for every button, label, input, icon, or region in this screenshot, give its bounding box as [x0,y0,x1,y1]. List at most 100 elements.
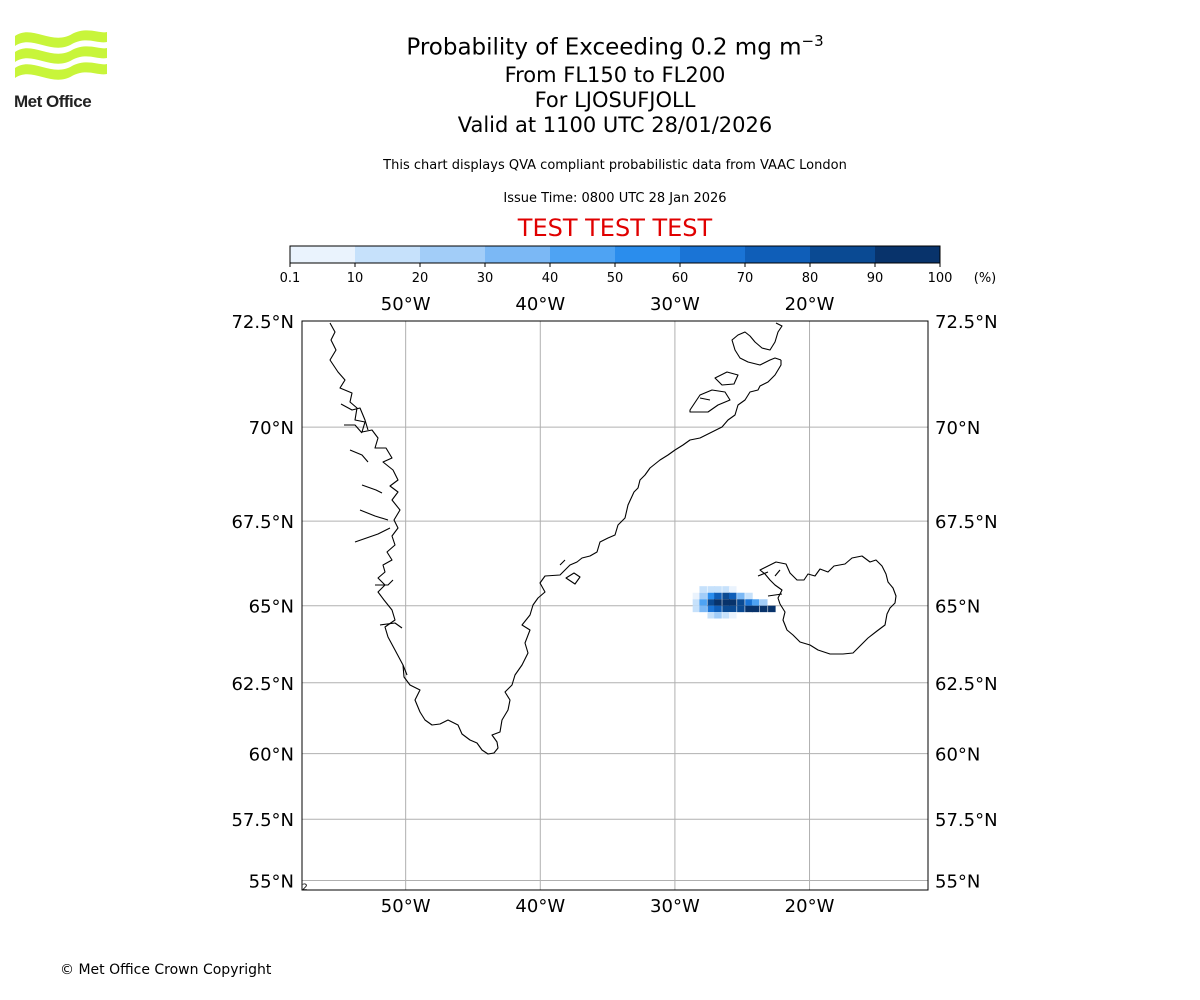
ash-probability-cell [707,612,716,619]
colorbar-tick-label: 10 [347,271,364,286]
ash-probability-cell [729,586,737,593]
longitude-label: 30°W [650,896,700,917]
latitude-label: 72.5°N [935,312,998,333]
ash-probability-cell [722,599,730,606]
ash-probability-cell [699,599,707,606]
issue-time: Issue Time: 0800 UTC 28 Jan 2026 [503,191,727,206]
colorbar-bin [745,246,810,263]
colorbar-bin [615,246,680,263]
greenland-east-coastline [731,322,783,366]
colorbar-bin [290,246,355,263]
ash-probability-cell [729,605,737,613]
map-panel: 2 50°W 50°W 40°W 40°W 30°W 30°W 20°W 20°W 72.5°N… [231,294,998,917]
ash-probability-cell [768,605,776,613]
longitude-label: 20°W [785,294,835,315]
ash-probability-cell [722,612,730,619]
copyright-notice: © Met Office Crown Copyright [60,962,272,978]
colorbar-tick-label: 50 [607,271,624,286]
ash-probability-cell [699,592,707,600]
ash-probability-cell [737,605,745,613]
ash-probability-cell [707,592,716,600]
ash-probability-cell [729,612,737,619]
colorbar-tick-label: 80 [802,271,819,286]
colorbar-bin [355,246,420,263]
colorbar-tick-label: 20 [412,271,429,286]
ash-probability-cell [699,586,707,593]
longitude-label: 40°W [515,896,565,917]
ash-probability-cell [759,605,768,613]
latitude-label: 62.5°N [935,674,998,695]
ash-probability-cell [729,592,737,600]
colorbar-tick-label: 100 [928,271,953,286]
ash-probability-cell [745,592,753,600]
colorbar-bin [420,246,485,263]
colorbar-tick-label: 40 [542,271,559,286]
colorbar-tick-label: 0.1 [280,271,301,286]
colorbar-bin [810,246,875,263]
greenland-coastline [329,322,782,755]
valid-time: Valid at 1100 UTC 28/01/2026 [457,112,773,137]
ash-probability-cell [737,592,745,600]
probability-colorbar: 0.1 10 20 30 40 50 60 70 80 90 100 (%) [280,245,997,286]
longitude-label: 50°W [381,896,431,917]
latitude-label: 62.5°N [231,674,294,695]
ash-probability-cell [707,599,716,606]
chart-title-block: Probability of Exceeding 0.2 mg m−3 From… [0,26,1200,138]
latitude-label: 67.5°N [231,512,294,533]
iceland-coastline [759,555,897,655]
svg-text:2: 2 [302,883,308,893]
ash-probability-cell [722,592,730,600]
colorbar-unit: (%) [974,271,997,286]
colorbar-tick-label: 60 [672,271,689,286]
ash-probability-cell [692,599,701,606]
met-office-waves-logo-icon [15,30,107,80]
ash-probability-cell [714,612,722,619]
ash-probability-cell [714,592,722,600]
ash-probability-cell [692,605,701,613]
colorbar-tick-label: 70 [737,271,754,286]
latitude-label: 65°N [249,597,294,618]
latitude-label: 57.5°N [231,810,294,831]
ash-probability-cell [714,586,722,593]
ash-probability-cell [722,586,730,593]
ash-probability-cell [745,599,753,606]
colorbar-tick-label: 90 [867,271,884,286]
latitude-label: 60°N [249,745,294,766]
latitude-label: 70°N [935,418,980,439]
ash-probability-cell [707,586,716,593]
longitude-label: 30°W [650,294,700,315]
latitude-label: 55°N [935,872,980,893]
latitude-label: 67.5°N [935,512,998,533]
flight-level-range: From FL150 to FL200 [504,62,726,87]
latitude-label: 72.5°N [231,312,294,333]
colorbar-bin [485,246,550,263]
ash-probability-cell [707,605,716,613]
colorbar-bin [680,246,745,263]
ash-probability-cell [729,599,737,606]
latitude-label: 60°N [935,745,980,766]
met-office-logo-text: Met Office [14,92,92,111]
chart-title: Probability of Exceeding 0.2 mg m−3 [406,32,824,61]
ash-probability-cell [722,605,730,613]
ash-probability-cell [737,599,745,606]
ash-probability-cell [714,599,722,606]
latitude-label: 55°N [249,872,294,893]
colorbar-bin [550,246,615,263]
ash-probability-cell [745,605,753,613]
map-frame [301,320,929,891]
latitude-label: 65°N [935,597,980,618]
ash-probability-cell [714,605,722,613]
longitude-label: 50°W [381,294,431,315]
colorbar-tick-label: 30 [477,271,494,286]
test-banner: TEST TEST TEST [517,214,713,242]
ash-probability-cell [759,599,768,606]
volcano-name: For LJOSUFJOLL [534,87,696,112]
ash-probability-cell [692,592,701,600]
latitude-label: 57.5°N [935,810,998,831]
ash-probability-cell [751,599,760,606]
colorbar-bin [875,246,940,263]
longitude-label: 20°W [785,896,835,917]
latitude-label: 70°N [249,418,294,439]
ash-probability-cell [699,605,707,613]
chart-description: This chart displays QVA compliant probab… [383,158,847,173]
